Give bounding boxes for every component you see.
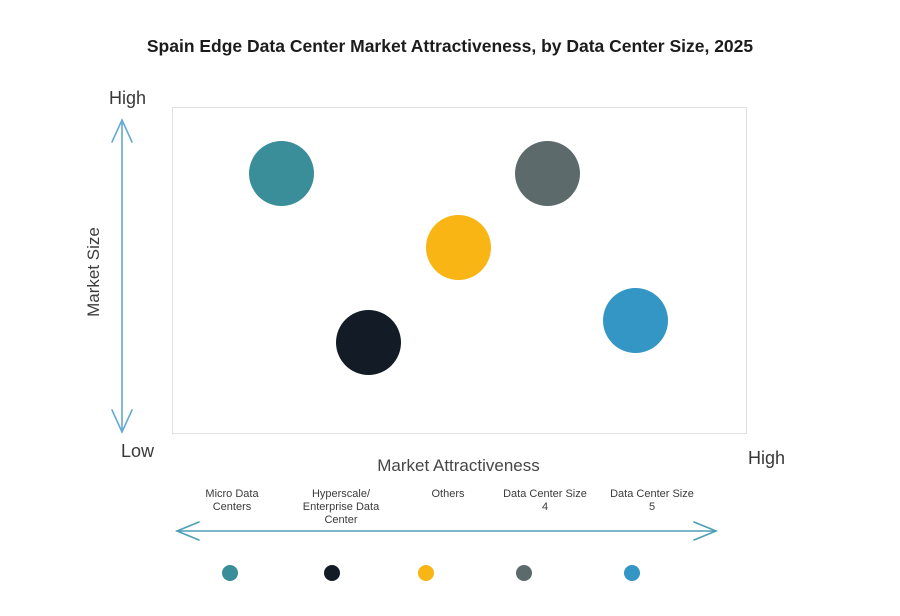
bubble-data-center-size-4 (515, 140, 581, 206)
vertical-double-arrow-icon (111, 118, 133, 434)
legend-label-data-center-size-4: Data Center Size 4 (503, 488, 587, 513)
x-axis-title: Market Attractiveness (377, 456, 540, 475)
y-axis-title-wrap: Market Size (76, 162, 112, 382)
chart-title: Spain Edge Data Center Market Attractive… (146, 36, 754, 56)
x-axis-high-label: High (748, 448, 786, 468)
legend-dot-data-center-size-4 (516, 565, 532, 581)
legend-label-micro-data-centers: Micro Data Centers (205, 488, 259, 513)
y-axis-high-label: High (109, 88, 147, 108)
legend-dot-micro-data-centers (222, 565, 238, 581)
legend-dot-others (418, 565, 434, 581)
y-axis-title: Market Size (84, 227, 103, 317)
legend-label-others: Others (431, 488, 465, 500)
bubble-others (426, 214, 492, 280)
legend-label-hyperscale-enterprise-data-center: Hyperscale/ Enterprise Data Center (302, 488, 380, 526)
legend-dot-data-center-size-5 (624, 565, 640, 581)
legend-dot-hyperscale-enterprise-data-center (324, 565, 340, 581)
plot-area (172, 107, 747, 434)
horizontal-double-arrow-icon (174, 521, 719, 541)
legend-label-data-center-size-5: Data Center Size 5 (610, 488, 694, 513)
y-axis-low-label: Low (121, 441, 155, 461)
bubble-hyperscale-enterprise-data-center (336, 309, 402, 375)
bubble-data-center-size-5 (603, 288, 669, 354)
bubble-micro-data-centers (249, 140, 315, 206)
